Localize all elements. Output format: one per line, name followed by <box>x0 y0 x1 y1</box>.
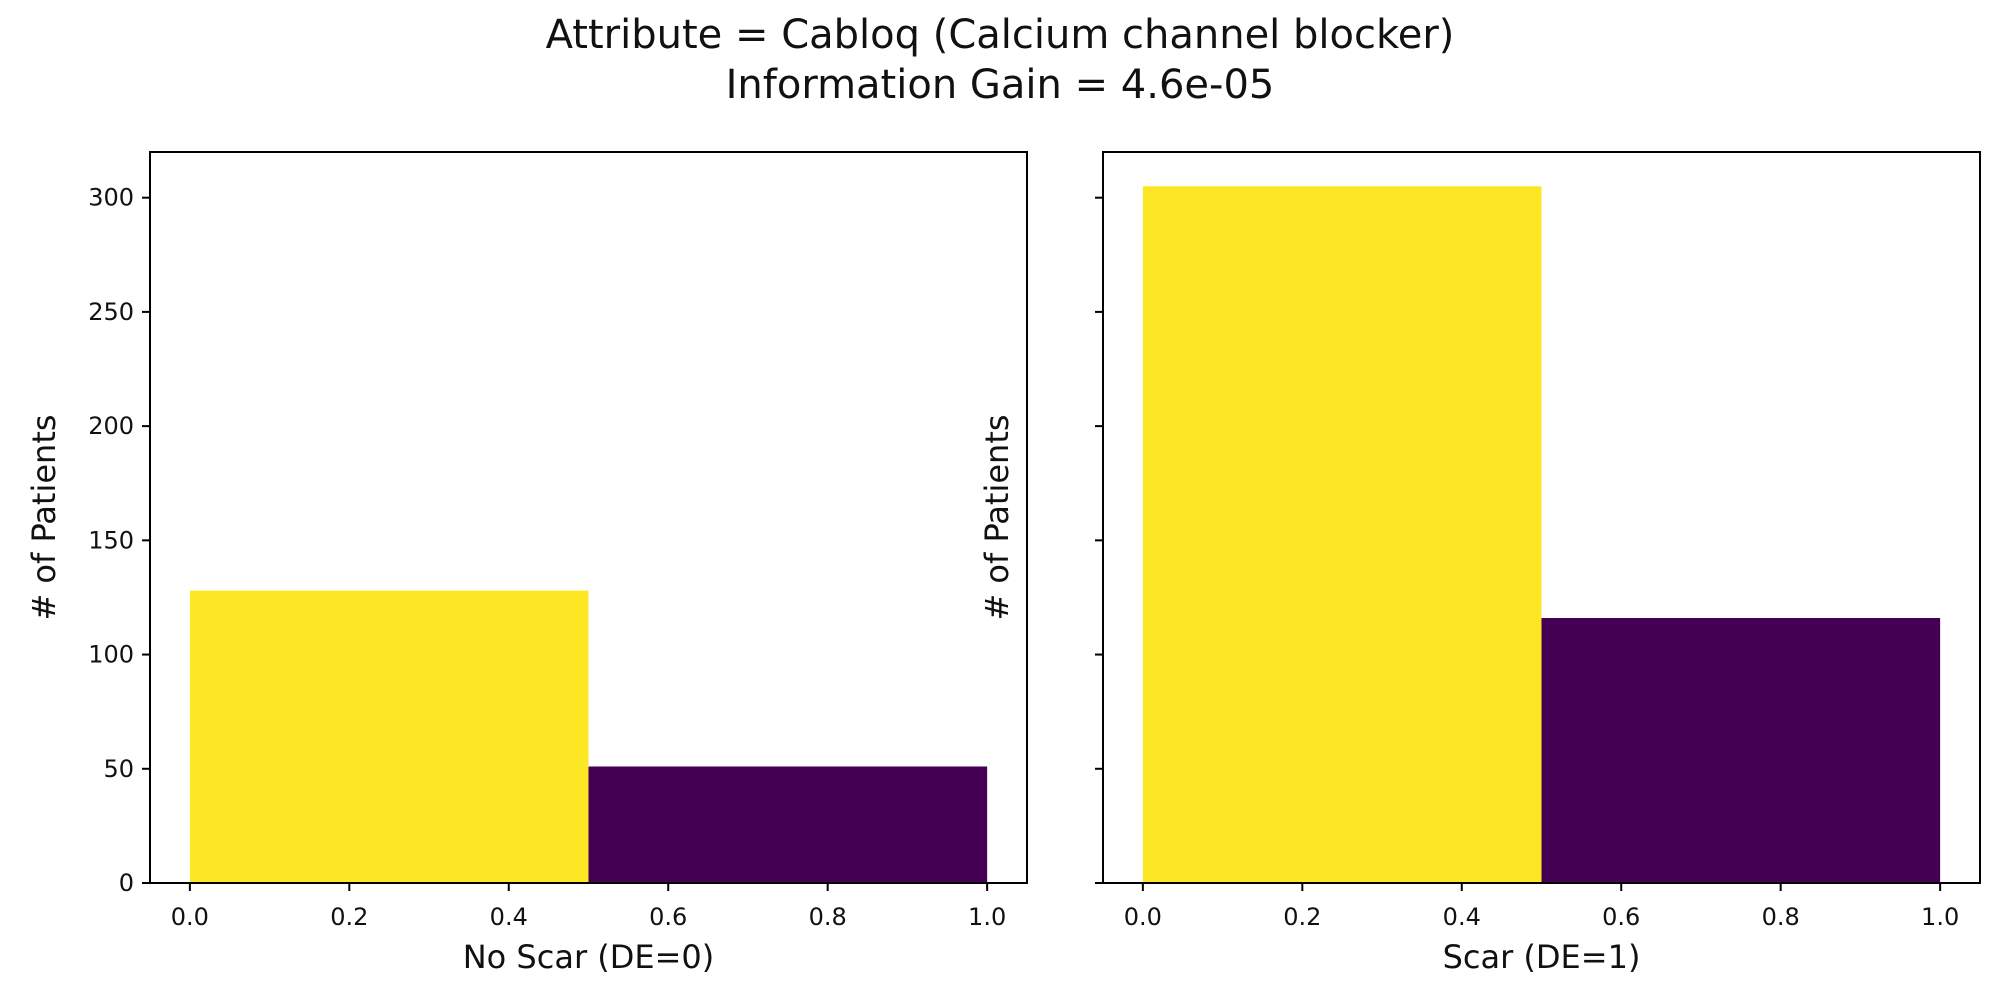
panel-1-ytick-label-0: 0 <box>119 869 134 897</box>
panel-1-xtick-label-4: 0.8 <box>809 903 847 931</box>
panel-1-bar-2 <box>588 766 988 883</box>
panel-1-ylabel: # of Patients <box>25 414 63 620</box>
panel-2-xtick-label-2: 0.4 <box>1443 903 1481 931</box>
panel-2-xtick-label-0: 0.0 <box>1124 903 1162 931</box>
panel-2-xtick-label-3: 0.6 <box>1602 903 1640 931</box>
panel-1-ytick-label-3: 150 <box>88 526 134 554</box>
panel-1-ytick-label-4: 200 <box>88 412 134 440</box>
panel-2-ylabel: # of Patients <box>978 414 1016 620</box>
panel-2-xlabel: Scar (DE=1) <box>1443 938 1641 976</box>
panel-1-ytick-label-5: 250 <box>88 298 134 326</box>
panel-1-xtick-label-1: 0.2 <box>330 903 368 931</box>
panel-2-xtick-label-1: 0.2 <box>1283 903 1321 931</box>
panel-2-xtick-label-4: 0.8 <box>1762 903 1800 931</box>
panel-2-bar-2 <box>1541 618 1941 883</box>
panel-1-bar-1 <box>189 590 589 883</box>
title-line-1: Attribute = Cabloq (Calcium channel bloc… <box>545 12 1455 58</box>
panel-1-xtick-label-3: 0.6 <box>649 903 687 931</box>
panel-1-xlabel: No Scar (DE=0) <box>463 938 715 976</box>
panel-1-ytick-label-6: 300 <box>88 184 134 212</box>
title-line-2: Information Gain = 4.6e-05 <box>725 62 1275 108</box>
panel-1-xtick-label-0: 0.0 <box>171 903 209 931</box>
panel-1-axes-frame <box>149 151 1028 884</box>
panel-1-xtick-label-2: 0.4 <box>490 903 528 931</box>
panel-2-bar-1 <box>1142 186 1542 883</box>
chart-title: Attribute = Cabloq (Calcium channel bloc… <box>0 10 2000 110</box>
panel-1-ytick-label-1: 50 <box>103 755 134 783</box>
panel-1-xtick-label-5: 1.0 <box>968 903 1006 931</box>
panel-2-axes-frame <box>1102 151 1981 884</box>
panel-1-ytick-label-2: 100 <box>88 641 134 669</box>
panel-2-xtick-label-5: 1.0 <box>1921 903 1959 931</box>
